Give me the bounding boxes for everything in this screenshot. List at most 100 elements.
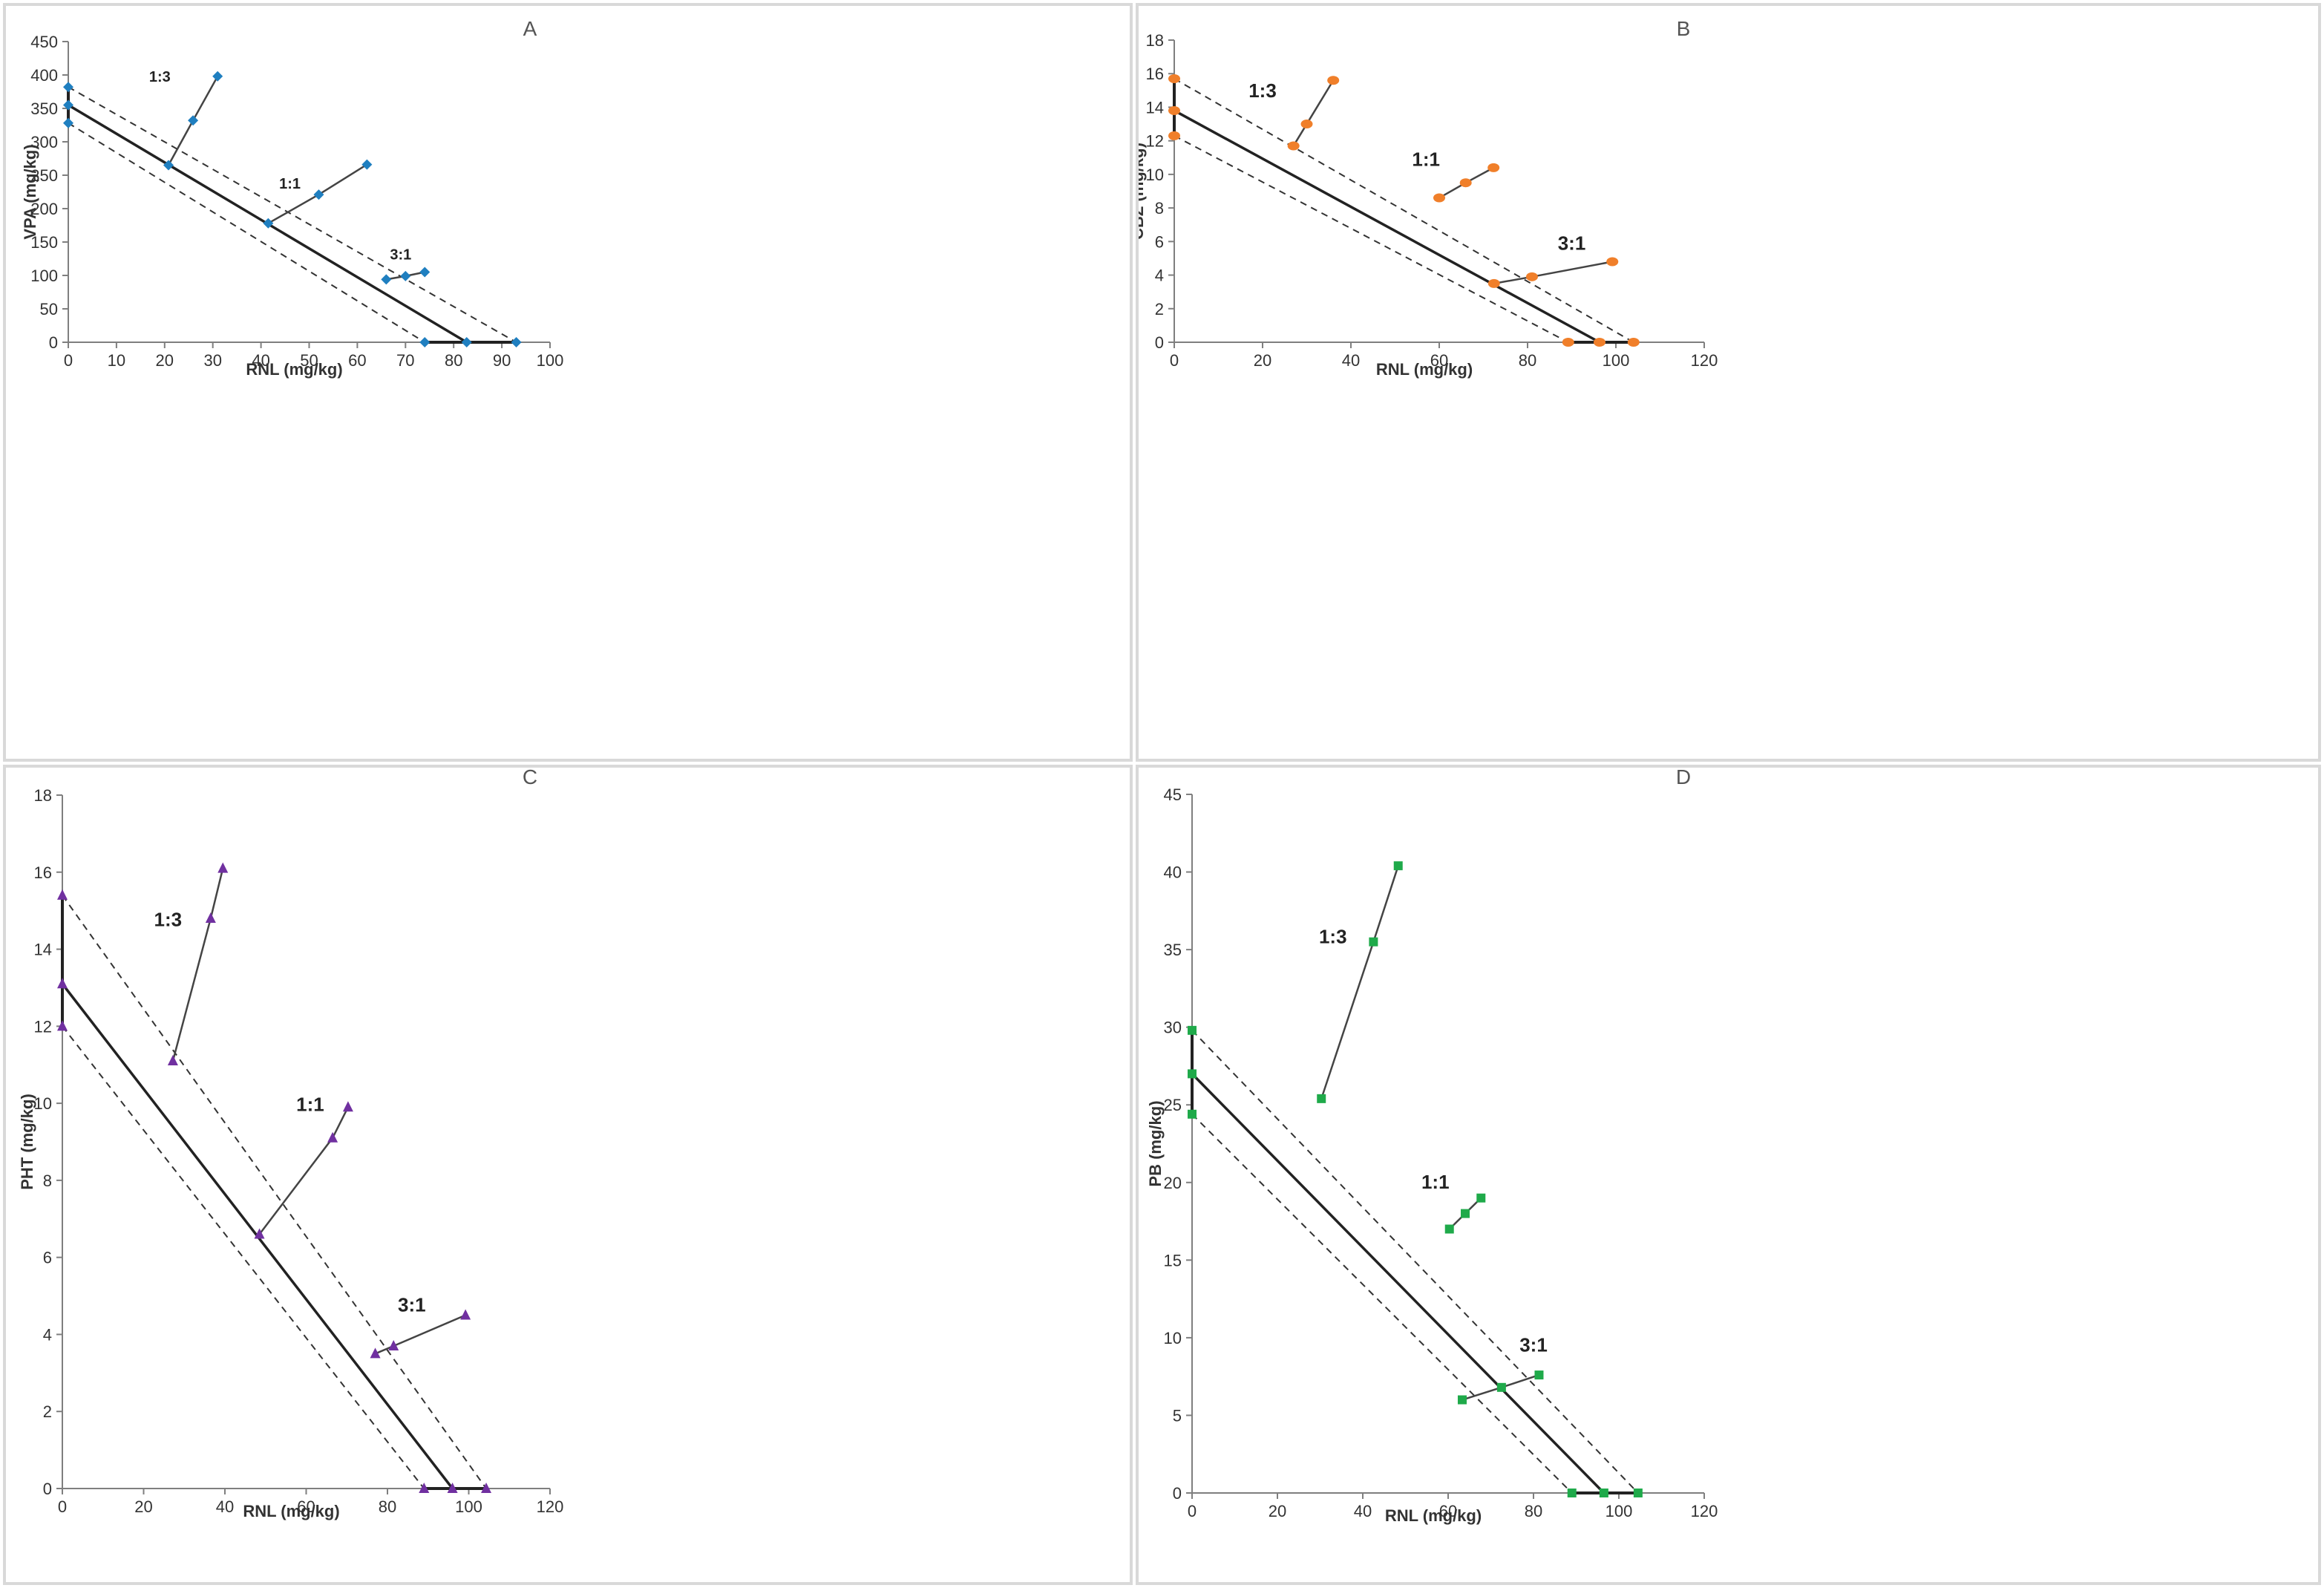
data-point bbox=[1496, 1382, 1506, 1392]
x-tick-label: 40 bbox=[1342, 351, 1360, 370]
series-line-1-3 bbox=[1320, 865, 1399, 1099]
x-axis-title: RNL (mg/kg) bbox=[246, 360, 342, 379]
x-intercept-point bbox=[447, 1483, 458, 1493]
data-point bbox=[419, 267, 431, 278]
x-tick-label: 20 bbox=[1254, 351, 1271, 370]
isobole-upper-confidence-line bbox=[62, 895, 487, 1489]
x-tick-label: 90 bbox=[493, 351, 511, 370]
y-tick-label: 450 bbox=[30, 33, 58, 51]
data-point bbox=[1444, 1224, 1454, 1234]
y-intercept-point bbox=[1188, 1109, 1197, 1119]
x-intercept-point bbox=[511, 337, 522, 347]
x-intercept-point bbox=[1562, 338, 1574, 347]
x-tick-label: 80 bbox=[445, 351, 462, 370]
isobole-lower-confidence-line bbox=[68, 122, 425, 343]
x-intercept-point bbox=[1567, 1489, 1577, 1497]
y-axis-title: PHT (mg/kg) bbox=[18, 1094, 36, 1190]
x-intercept-point bbox=[1633, 1489, 1643, 1497]
y-tick-label: 2 bbox=[43, 1402, 52, 1421]
y-axis-title: CBZ (mg/kg) bbox=[1139, 143, 1147, 240]
y-tick-label: 6 bbox=[43, 1249, 52, 1267]
y-intercept-point bbox=[63, 82, 73, 93]
x-axis-title: RNL (mg/kg) bbox=[1376, 360, 1473, 379]
y-tick-label: 100 bbox=[30, 267, 58, 285]
series-line-3-1 bbox=[375, 1314, 466, 1355]
x-tick-label: 0 bbox=[1188, 1502, 1197, 1520]
panel-label: C bbox=[523, 768, 537, 788]
x-tick-label: 20 bbox=[1269, 1502, 1286, 1520]
chart-d: 0 20 40 60 80 100 120 0 5 10 15 20 25 30 35 40 45 RNL (mg… bbox=[1146, 768, 1718, 1525]
y-intercept-point bbox=[1168, 74, 1180, 84]
y-tick-label: 0 bbox=[49, 333, 58, 352]
data-point bbox=[1393, 861, 1403, 871]
y-tick-label: 45 bbox=[1164, 785, 1182, 804]
data-point bbox=[400, 270, 411, 281]
x-tick-label: 40 bbox=[1354, 1502, 1372, 1520]
data-point bbox=[1461, 1209, 1470, 1218]
y-tick-label: 350 bbox=[30, 99, 58, 118]
x-tick-label: 60 bbox=[348, 351, 366, 370]
x-tick-label: 60 bbox=[1439, 1502, 1457, 1520]
y-tick-label: 4 bbox=[43, 1325, 52, 1344]
y-tick-label: 150 bbox=[30, 233, 58, 252]
y-tick-label: 200 bbox=[30, 200, 58, 218]
y-intercept-point bbox=[63, 117, 73, 128]
x-tick-label: 60 bbox=[297, 1497, 315, 1516]
x-intercept-point bbox=[1599, 1489, 1608, 1497]
y-tick-label: 0 bbox=[43, 1480, 52, 1498]
y-axis-title: PB (mg/kg) bbox=[1146, 1100, 1165, 1186]
y-tick-label: 16 bbox=[34, 863, 52, 882]
data-point bbox=[460, 1309, 471, 1320]
data-point bbox=[381, 274, 392, 285]
x-intercept-point bbox=[1593, 338, 1605, 347]
x-intercept-point bbox=[461, 337, 472, 347]
isobole-upper-confidence-line bbox=[1191, 1030, 1639, 1494]
y-tick-label: 0 bbox=[1155, 333, 1164, 352]
y-tick-label: 0 bbox=[1173, 1484, 1182, 1503]
x-intercept-point bbox=[1627, 338, 1640, 347]
data-point bbox=[370, 1347, 381, 1359]
data-point bbox=[163, 160, 174, 171]
data-point bbox=[1327, 76, 1340, 85]
data-point bbox=[263, 218, 274, 229]
chart-c: 0 20 40 60 80 100 120 0 2 4 6 8 10 12 14 16 18 RNL (mg/kg… bbox=[18, 768, 563, 1520]
y-tick-label: 10 bbox=[1164, 1329, 1182, 1347]
series-label: 1:1 bbox=[279, 176, 301, 192]
data-point bbox=[167, 1055, 178, 1066]
chart-b: 0 20 40 60 80 100 120 0 2 4 6 8 10 12 14 16 18 RNL (mg/kg… bbox=[1139, 17, 1718, 379]
x-tick-label: 40 bbox=[216, 1497, 234, 1516]
y-tick-label: 10 bbox=[34, 1094, 52, 1113]
x-tick-label: 120 bbox=[1691, 351, 1718, 370]
isobole-lower-confidence-line bbox=[1174, 134, 1569, 343]
data-point bbox=[388, 1340, 399, 1351]
data-point bbox=[313, 189, 324, 200]
x-tick-label: 80 bbox=[379, 1497, 396, 1516]
x-tick-label: 10 bbox=[108, 351, 125, 370]
x-tick-label: 100 bbox=[1603, 351, 1630, 370]
y-tick-label: 18 bbox=[34, 786, 52, 805]
y-tick-label: 300 bbox=[30, 133, 58, 151]
data-point bbox=[217, 862, 229, 873]
x-axis-title: RNL (mg/kg) bbox=[243, 1502, 339, 1520]
y-tick-label: 18 bbox=[1146, 31, 1164, 50]
series-label: 1:3 bbox=[1319, 926, 1347, 948]
y-axis-title: VPA (mg/kg) bbox=[21, 144, 39, 239]
y-tick-label: 35 bbox=[1164, 941, 1182, 959]
x-tick-label: 0 bbox=[64, 351, 73, 370]
x-tick-label: 100 bbox=[455, 1497, 482, 1516]
isobole-additive-line bbox=[1191, 1073, 1605, 1494]
x-tick-label: 30 bbox=[203, 351, 221, 370]
data-point bbox=[1487, 163, 1500, 172]
series-label: 3:1 bbox=[1558, 232, 1586, 255]
y-intercept-point bbox=[1168, 105, 1180, 115]
series-label: 1:1 bbox=[1412, 148, 1440, 171]
y-tick-label: 25 bbox=[1164, 1096, 1182, 1114]
y-tick-label: 4 bbox=[1155, 267, 1164, 285]
series-line-1-3 bbox=[1292, 79, 1335, 147]
series-label: 3:1 bbox=[390, 246, 411, 263]
x-intercept-point bbox=[419, 1483, 430, 1493]
y-tick-label: 15 bbox=[1164, 1251, 1182, 1270]
x-intercept-point bbox=[419, 337, 431, 347]
y-tick-label: 400 bbox=[30, 66, 58, 85]
y-intercept-point bbox=[57, 978, 68, 989]
